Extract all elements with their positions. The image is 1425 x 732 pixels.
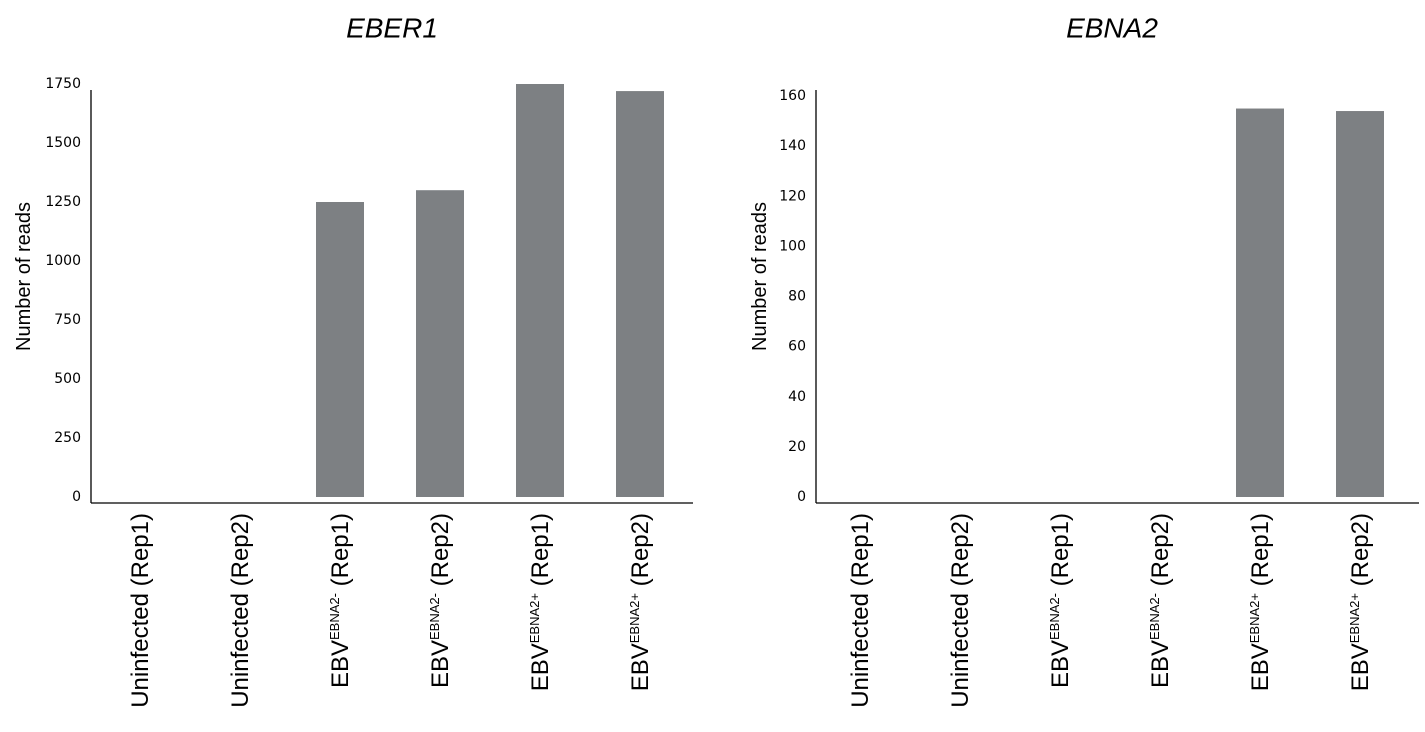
y-tick-label: 1500	[45, 135, 81, 151]
x-tick-label-replicate: (Rep2)	[627, 513, 654, 593]
x-tick-label-replicate: (Rep1)	[1047, 513, 1074, 593]
x-tick-label-superscript: EBNA2+	[1347, 593, 1362, 643]
x-tick-label-main: Uninfected	[127, 593, 154, 708]
x-tick-label: EBVEBNA2+ (Rep1)	[527, 513, 554, 691]
bar	[1236, 108, 1284, 497]
x-tick-label-superscript: EBNA2+	[627, 593, 642, 643]
x-tick-label-replicate: (Rep1)	[127, 513, 154, 593]
x-tick-label: EBVEBNA2- (Rep2)	[427, 513, 454, 688]
x-tick-label-superscript: EBNA2-	[1147, 593, 1162, 640]
x-tick-label-main: EBV	[1347, 643, 1374, 691]
x-tick-label-main: Uninfected	[847, 593, 874, 708]
y-tick-label: 0	[72, 489, 81, 505]
x-tick-label-superscript: EBNA2-	[1047, 593, 1062, 640]
y-axis-label: Number of reads	[13, 202, 35, 351]
y-tick-label: 750	[54, 312, 81, 328]
x-tick-label: EBVEBNA2- (Rep1)	[327, 513, 354, 688]
x-tick-label: EBVEBNA2- (Rep2)	[1147, 513, 1174, 688]
y-tick-label: 0	[797, 489, 806, 505]
bar	[616, 91, 664, 497]
y-tick-label: 1000	[45, 253, 81, 269]
y-tick-label: 40	[788, 389, 806, 405]
x-tick-label-replicate: (Rep1)	[327, 513, 354, 593]
x-tick-label: EBVEBNA2+ (Rep2)	[1347, 513, 1374, 691]
x-tick-label-superscript: EBNA2+	[527, 593, 542, 643]
bar	[416, 190, 464, 497]
x-tick-label-replicate: (Rep1)	[527, 513, 554, 593]
x-tick-label-superscript: EBNA2-	[427, 593, 442, 640]
chart-title: EBNA2	[1066, 12, 1158, 43]
x-tick-label: Uninfected (Rep1)	[127, 513, 154, 708]
x-tick-label-main: EBV	[327, 640, 354, 688]
x-tick-label: EBVEBNA2+ (Rep2)	[627, 513, 654, 691]
y-tick-label: 1250	[45, 194, 81, 210]
bar	[516, 84, 564, 497]
y-axis-label: Number of reads	[749, 202, 771, 351]
y-tick-label: 1750	[45, 76, 81, 92]
bar	[316, 202, 364, 497]
x-tick-label-main: Uninfected	[947, 593, 974, 708]
x-tick-label-main: EBV	[1047, 640, 1074, 688]
x-tick-label-replicate: (Rep2)	[427, 513, 454, 593]
x-tick-label-replicate: (Rep1)	[1247, 513, 1274, 593]
x-tick-label-replicate: (Rep1)	[847, 513, 874, 593]
x-tick-label: Uninfected (Rep2)	[227, 513, 254, 708]
y-tick-label: 100	[779, 238, 806, 254]
x-tick-label-main: EBV	[527, 643, 554, 691]
x-tick-label-main: EBV	[627, 643, 654, 691]
y-tick-label: 160	[779, 88, 806, 104]
x-tick-label-main: EBV	[1247, 643, 1274, 691]
x-tick-label: EBVEBNA2+ (Rep1)	[1247, 513, 1274, 691]
y-tick-label: 120	[779, 188, 806, 204]
x-tick-label-superscript: EBNA2+	[1247, 593, 1262, 643]
y-tick-label: 20	[788, 439, 806, 455]
x-tick-label-replicate: (Rep2)	[1147, 513, 1174, 593]
y-tick-label: 140	[779, 138, 806, 154]
x-tick-label-main: EBV	[427, 640, 454, 688]
x-tick-label: EBVEBNA2- (Rep1)	[1047, 513, 1074, 688]
x-tick-label-main: Uninfected	[227, 593, 254, 708]
chart-panel-ebna2: EBNA2 Number of reads 0 20 40 60 80 100 120 140 16…	[749, 12, 1419, 708]
chart-title: EBER1	[346, 12, 438, 43]
y-tick-label: 500	[54, 371, 81, 387]
x-tick-label-superscript: EBNA2-	[327, 593, 342, 640]
x-tick-label: Uninfected (Rep2)	[947, 513, 974, 708]
x-tick-label-replicate: (Rep2)	[227, 513, 254, 593]
y-tick-label: 250	[54, 430, 81, 446]
x-tick-label-replicate: (Rep2)	[947, 513, 974, 593]
chart-panel-eber1: EBER1 Number of reads 0 250 500 750 1000 1250 15…	[13, 12, 693, 708]
x-tick-label-replicate: (Rep2)	[1347, 513, 1374, 593]
y-tick-label: 80	[788, 289, 806, 305]
x-tick-label-main: EBV	[1147, 640, 1174, 688]
x-tick-label: Uninfected (Rep1)	[847, 513, 874, 708]
bar	[1336, 111, 1384, 497]
y-tick-label: 60	[788, 339, 806, 355]
